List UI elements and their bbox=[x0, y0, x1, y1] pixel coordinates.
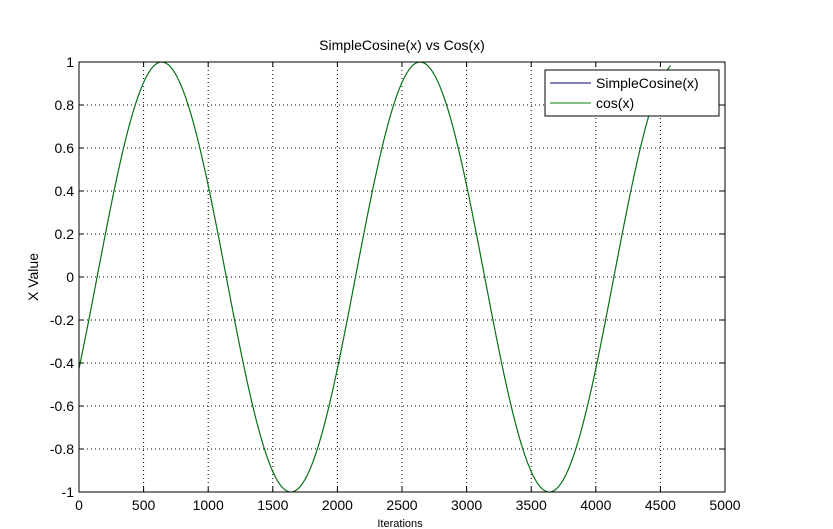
series-layer bbox=[79, 62, 672, 492]
y-tick-label: 0 bbox=[66, 269, 74, 285]
x-axis-label: Iterations bbox=[377, 518, 423, 529]
y-tick-label: 0.6 bbox=[55, 140, 75, 156]
y-tick-label: 0.4 bbox=[55, 183, 75, 199]
y-tick-labels: -1 -0.8 -0.6 -0.4 -0.2 0 0.2 0.4 0.6 0.8 1 bbox=[50, 54, 74, 500]
x-tick-label: 1500 bbox=[257, 497, 288, 513]
y-tick-label: 0.2 bbox=[55, 226, 75, 242]
y-axis-label: X Value bbox=[25, 253, 41, 301]
x-tick-label: 2000 bbox=[322, 497, 353, 513]
grid-lines bbox=[79, 62, 725, 492]
x-tick-labels: 0 500 1000 1500 2000 2500 3000 3500 4000 4500 5000 bbox=[75, 497, 741, 513]
x-tick-label: 4500 bbox=[645, 497, 676, 513]
x-tick-label: 1000 bbox=[193, 497, 224, 513]
x-tick-label: 2500 bbox=[386, 497, 417, 513]
x-tick-label: 3000 bbox=[451, 497, 482, 513]
x-tick-label: 0 bbox=[75, 497, 83, 513]
y-tick-label: 0.8 bbox=[55, 97, 75, 113]
legend-label-simplecosine: SimpleCosine(x) bbox=[596, 75, 699, 91]
x-tick-label: 3500 bbox=[516, 497, 547, 513]
y-tick-label: -0.6 bbox=[50, 398, 74, 414]
legend-box bbox=[544, 69, 720, 117]
tick-marks bbox=[78, 61, 726, 493]
legend-label-cos: cos(x) bbox=[596, 95, 634, 111]
legend: SimpleCosine(x) cos(x) bbox=[544, 69, 720, 117]
x-tick-label: 5000 bbox=[709, 497, 740, 513]
chart-title: SimpleCosine(x) vs Cos(x) bbox=[319, 37, 485, 53]
y-tick-label: -0.8 bbox=[50, 441, 74, 457]
y-tick-label: -0.4 bbox=[50, 355, 74, 371]
series-line-cos-x bbox=[79, 62, 672, 492]
y-tick-label: -0.2 bbox=[50, 312, 74, 328]
x-tick-label: 4000 bbox=[580, 497, 611, 513]
y-tick-label: -1 bbox=[62, 484, 75, 500]
y-tick-label: 1 bbox=[66, 54, 74, 70]
x-tick-label: 500 bbox=[132, 497, 156, 513]
